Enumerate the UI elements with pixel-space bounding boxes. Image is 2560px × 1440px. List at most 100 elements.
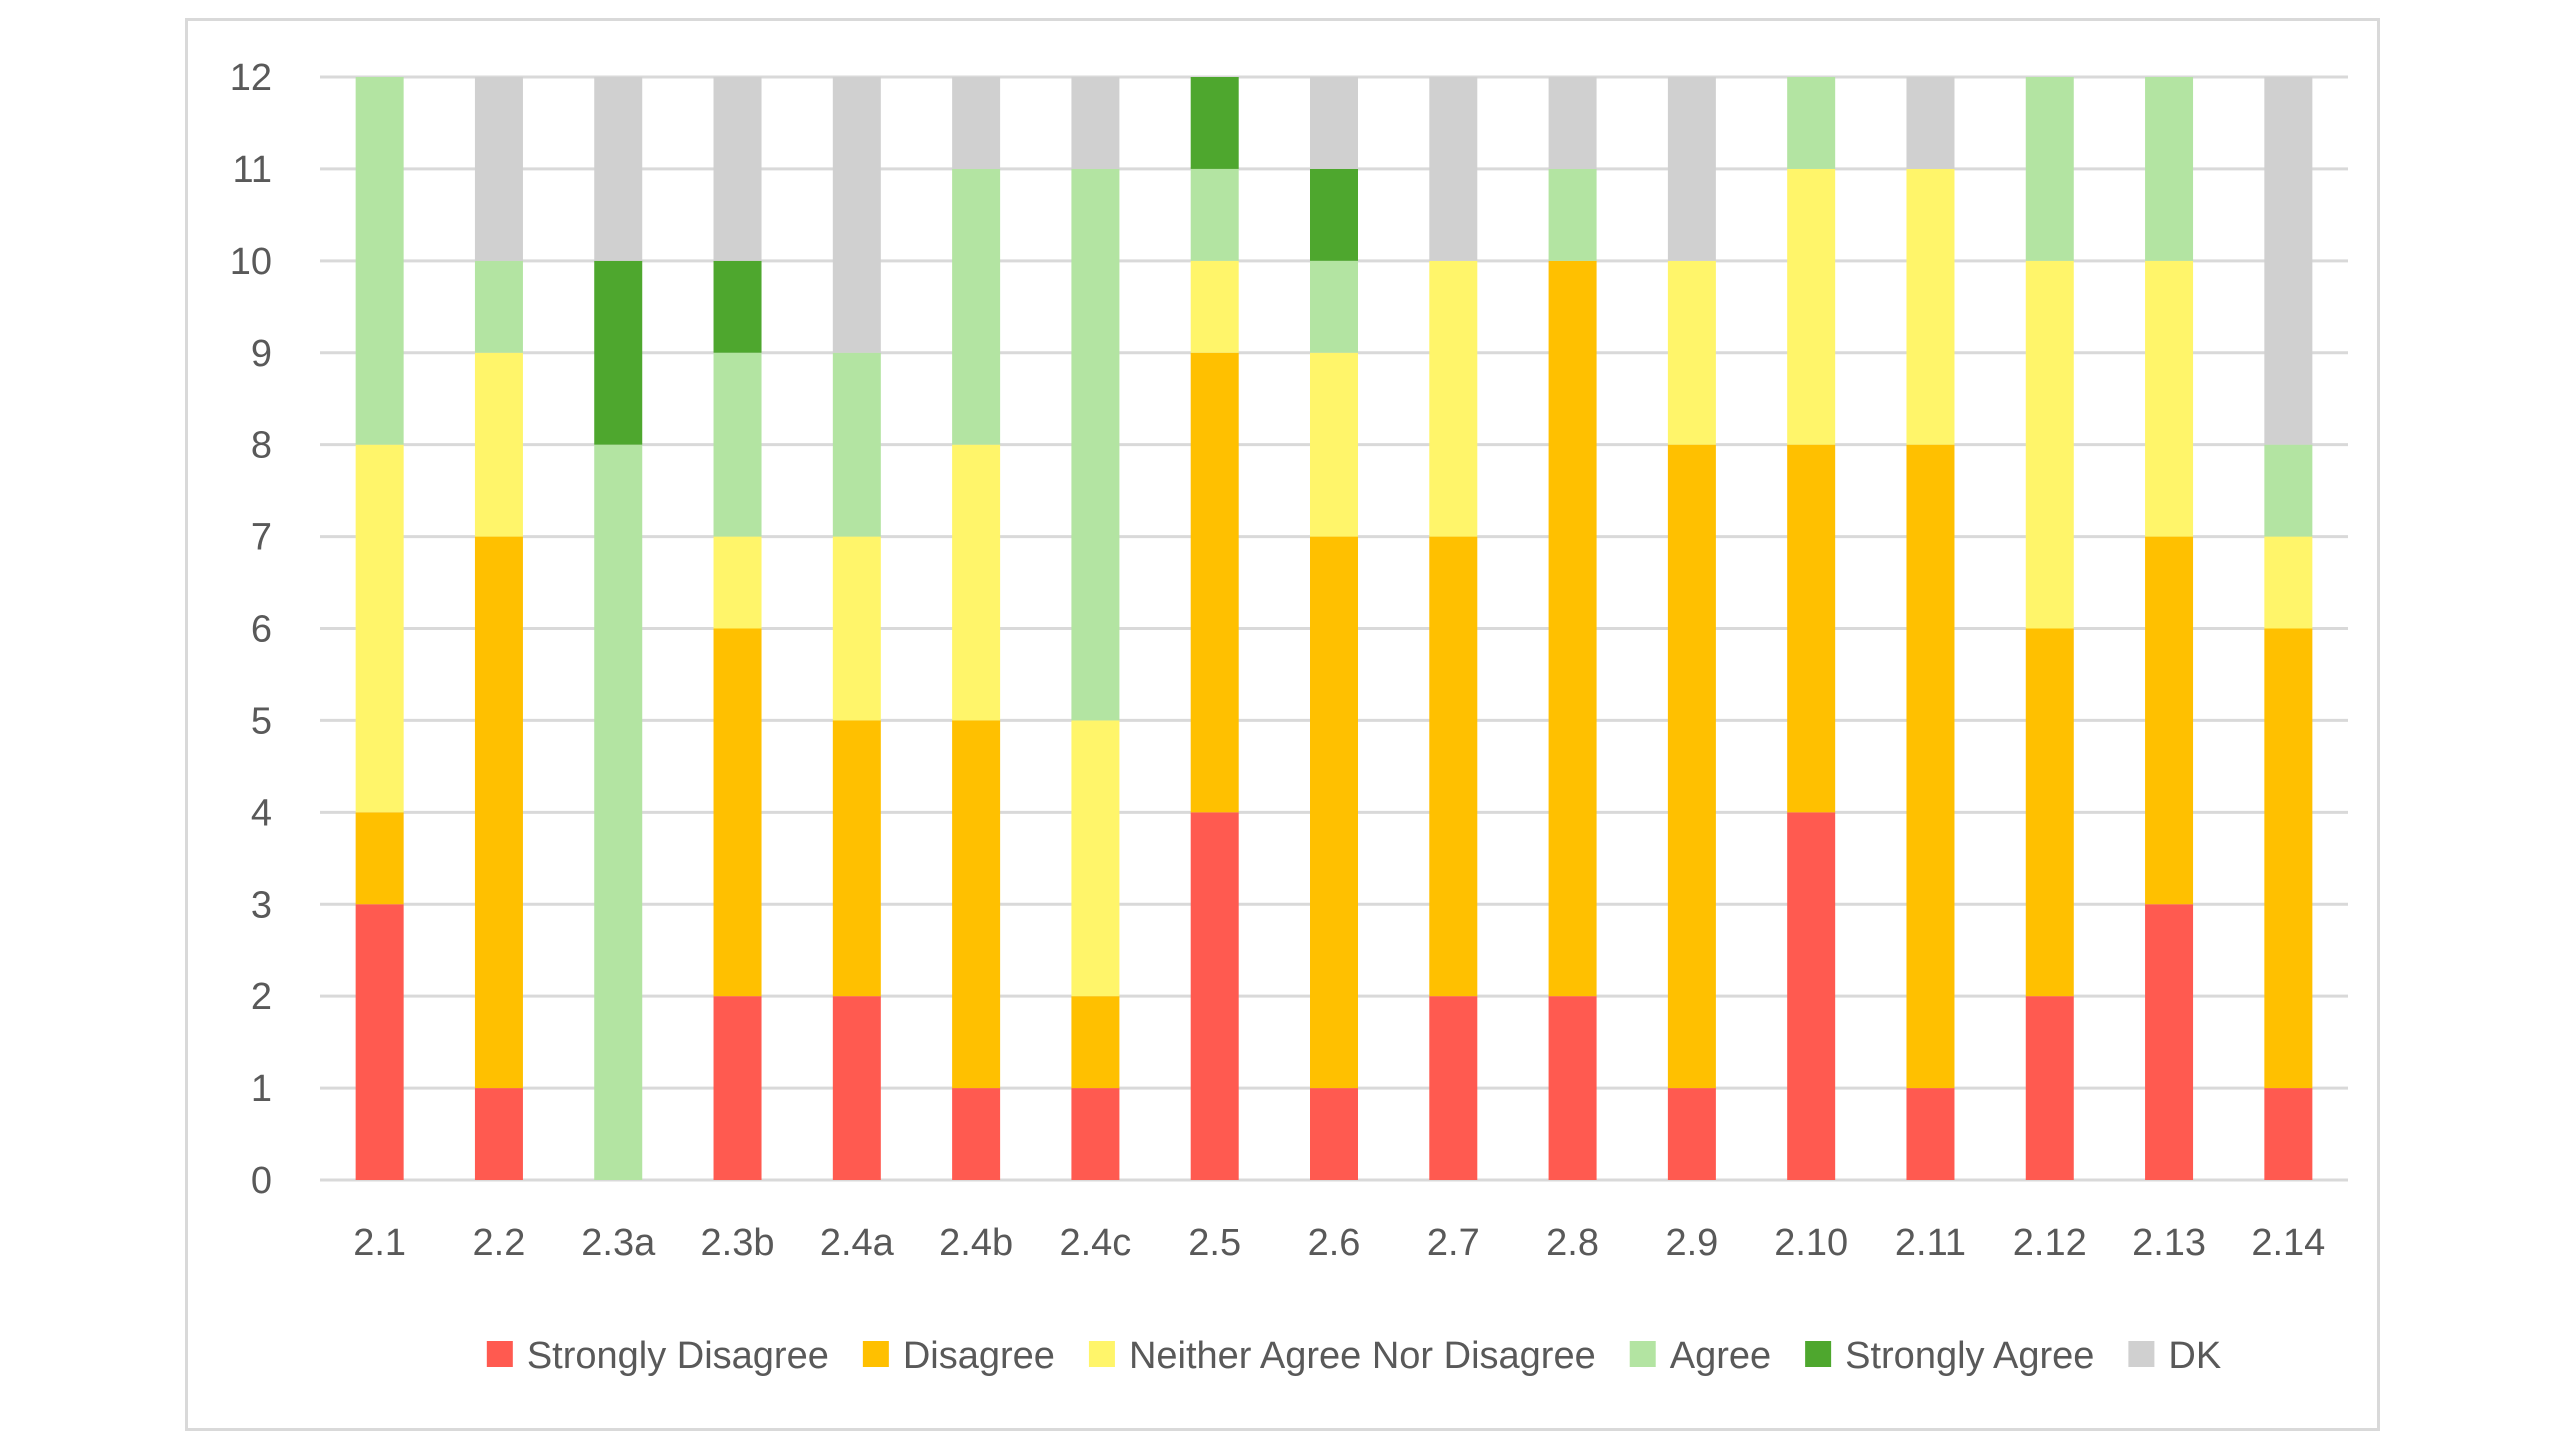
bar-segment: [952, 168, 1001, 445]
bar-segment: [474, 536, 523, 1089]
bar-segment: [832, 536, 881, 721]
y-tick-label: 4: [251, 792, 272, 834]
y-tick-label: 12: [230, 57, 272, 99]
y-tick-label: 0: [251, 1160, 272, 1202]
bar-segment: [2264, 77, 2313, 445]
bar-segment: [2025, 77, 2074, 261]
legend-swatch: [862, 1341, 889, 1367]
bars: [355, 77, 2313, 1181]
x-tick-label: 2.6: [1308, 1222, 1361, 1264]
legend-swatch: [1805, 1341, 1832, 1367]
bar-segment: [355, 77, 404, 445]
x-tick-label: 2.3a: [581, 1222, 656, 1264]
bar-segment: [713, 352, 762, 537]
bar-segment: [2025, 628, 2074, 997]
bar-segment: [2145, 77, 2194, 261]
x-tick-label: 2.7: [1427, 1222, 1480, 1264]
bar-segment: [713, 628, 762, 997]
bar-segment: [1548, 260, 1597, 997]
bar-segment: [1310, 168, 1358, 261]
bar-segment: [1310, 77, 1358, 169]
bar-segment: [1906, 168, 1955, 445]
bar-segment: [594, 77, 643, 261]
legend-swatch: [1629, 1341, 1656, 1367]
bar-segment: [2264, 536, 2313, 629]
legend-swatch: [486, 1341, 513, 1367]
bar-segment: [474, 352, 523, 537]
legend-label: DK: [2168, 1335, 2221, 1377]
bar-segment: [832, 996, 881, 1180]
bar-segment: [1310, 536, 1358, 1089]
bar-segment: [1071, 1088, 1120, 1180]
bar-segment: [474, 260, 523, 353]
bar-segment: [2264, 444, 2313, 537]
bar-segment: [474, 77, 523, 261]
y-tick-label: 9: [251, 333, 272, 375]
bar-segment: [1548, 168, 1597, 261]
bar-segment: [1429, 996, 1478, 1180]
y-tick-label: 6: [251, 609, 272, 651]
bar-segment: [832, 720, 881, 997]
bar-segment: [355, 904, 404, 1180]
bar-segment: [1787, 168, 1836, 445]
bar-segment: [1429, 77, 1478, 261]
bar-segment: [1310, 352, 1358, 537]
x-tick-label: 2.10: [1774, 1222, 1848, 1264]
bar-segment: [1548, 77, 1597, 169]
bar-segment: [2025, 260, 2074, 629]
bar-segment: [1071, 77, 1120, 169]
y-tick-label: 2: [251, 976, 272, 1018]
x-tick-label: 2.2: [473, 1222, 526, 1264]
bar-segment: [594, 444, 643, 1181]
bar-segment: [1667, 444, 1716, 1089]
bar-segment: [952, 1088, 1001, 1180]
legend-label: Disagree: [903, 1335, 1055, 1377]
y-tick-label: 3: [251, 884, 272, 926]
bar-segment: [2264, 628, 2313, 1089]
bar-segment: [474, 1088, 523, 1180]
bar-segment: [832, 352, 881, 537]
bar-segment: [1787, 812, 1836, 1180]
bar-segment: [952, 444, 1001, 721]
bar-segment: [952, 77, 1001, 169]
bar-segment: [1190, 352, 1239, 813]
x-axis-tick-labels: 2.1 2.2 2.3a 2.3b 2.4a 2.4b 2.4c 2.5 2.6 2.7 2.8 2.…: [353, 1222, 2325, 1264]
bar-segment: [1667, 1088, 1716, 1180]
bar-segment: [2145, 904, 2194, 1180]
bar-segment: [713, 77, 762, 261]
x-tick-label: 2.8: [1546, 1222, 1599, 1264]
x-tick-label: 2.12: [2013, 1222, 2087, 1264]
y-tick-label: 11: [233, 149, 272, 191]
bar-segment: [2145, 536, 2194, 905]
x-tick-label: 2.11: [1895, 1222, 1966, 1264]
bar-segment: [1190, 77, 1239, 169]
y-tick-label: 8: [251, 425, 272, 467]
bar-segment: [1667, 77, 1716, 261]
legend-label: Neither Agree Nor Disagree: [1129, 1335, 1596, 1377]
chart-frame: [185, 18, 2380, 1431]
y-tick-label: 10: [230, 241, 272, 283]
bar-segment: [1906, 1088, 1955, 1180]
bar-segment: [713, 260, 762, 353]
legend-label: Strongly Disagree: [527, 1335, 829, 1377]
legend-swatch: [2128, 1341, 2155, 1367]
y-tick-label: 5: [251, 700, 272, 742]
bar-segment: [1787, 444, 1836, 813]
bar-segment: [355, 812, 404, 905]
x-tick-label: 2.9: [1665, 1222, 1718, 1264]
bar-segment: [1071, 720, 1120, 997]
bar-segment: [1787, 77, 1836, 169]
bar-segment: [1429, 536, 1478, 997]
bar-segment: [2264, 1088, 2313, 1180]
x-tick-label: 2.13: [2132, 1222, 2206, 1264]
y-tick-label: 7: [251, 517, 272, 559]
bar-segment: [1429, 260, 1478, 537]
bar-segment: [1310, 260, 1358, 353]
legend-label: Strongly Agree: [1845, 1335, 2094, 1377]
bar-segment: [1667, 260, 1716, 445]
x-tick-label: 2.1: [353, 1222, 406, 1264]
legend: Strongly Disagree Disagree Neither Agree N…: [486, 1335, 2221, 1377]
bar-segment: [952, 720, 1001, 1089]
bar-segment: [2025, 996, 2074, 1180]
